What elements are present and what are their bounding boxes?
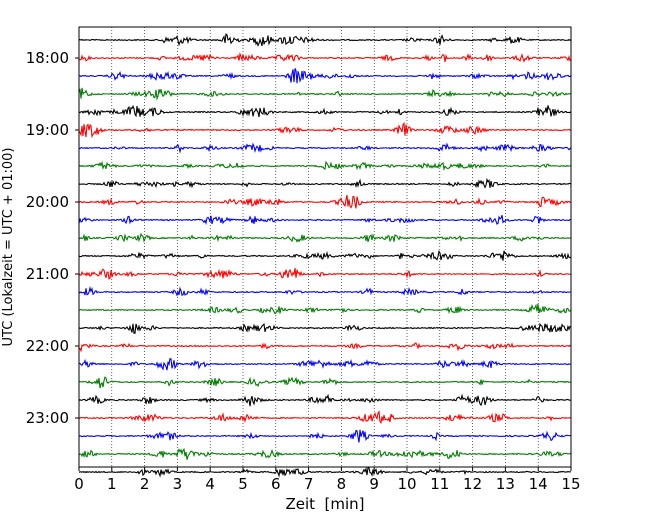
seismic-trace: [78, 160, 572, 172]
x-tick-label: 11: [430, 475, 449, 493]
seismic-trace: [78, 429, 572, 443]
y-tick-label: 21:00: [26, 265, 69, 283]
seismic-trace: [78, 285, 572, 297]
seismic-trace: [78, 68, 572, 84]
seismic-trace: [78, 215, 572, 226]
x-tick-label: 1: [107, 475, 117, 493]
x-tick-label: 12: [463, 475, 482, 493]
x-tick-label: 3: [173, 475, 183, 493]
x-tick-label: 10: [397, 475, 416, 493]
seismic-trace: [78, 267, 572, 280]
seismic-trace: [78, 447, 572, 460]
x-tick-label: 8: [337, 475, 347, 493]
seismic-trace: [78, 121, 572, 139]
x-axis-ticks: 0 1 2 3 4 5 6 7 8 9 10 11 12 13 14 15: [74, 467, 581, 493]
seismic-trace: [78, 342, 572, 353]
trace-group: [78, 33, 572, 478]
grid-lines: [111, 27, 539, 467]
y-tick-label: 22:00: [26, 337, 69, 355]
seismic-trace: [78, 33, 572, 47]
y-axis-label: UTC (Lokalzeit = UTC + 01:00): [1, 148, 16, 347]
y-tick-label: 19:00: [26, 121, 69, 139]
x-tick-label: 15: [561, 475, 580, 493]
x-tick-label: 6: [271, 475, 281, 493]
seismic-trace: [78, 303, 572, 315]
seismic-trace: [78, 104, 572, 118]
seismic-trace: [78, 87, 572, 101]
x-tick-label: 2: [140, 475, 150, 493]
seismic-trace: [78, 410, 572, 424]
seismic-trace: [78, 52, 572, 63]
x-tick-label: 5: [238, 475, 248, 493]
seismic-trace: [78, 177, 572, 189]
x-tick-label: 4: [205, 475, 215, 493]
seismic-trace: [78, 322, 572, 334]
x-axis-label: Zeit [min]: [285, 495, 364, 513]
seismic-trace: [78, 142, 572, 154]
x-tick-label: 0: [74, 475, 84, 493]
y-tick-label: 18:00: [26, 49, 69, 67]
x-tick-label: 14: [529, 475, 548, 493]
seismic-trace: [78, 393, 572, 407]
x-tick-label: 13: [496, 475, 515, 493]
y-axis-ticks: 18:00 19:00 20:00 21:00 22:00 23:00: [26, 49, 79, 427]
seismic-trace: [78, 249, 572, 261]
x-tick-label: 7: [304, 475, 314, 493]
seismic-trace: [78, 232, 572, 243]
plot-frame: [78, 26, 572, 468]
seismic-trace: [78, 358, 572, 371]
y-tick-label: 23:00: [26, 409, 69, 427]
seismic-trace: [78, 376, 572, 389]
y-tick-label: 20:00: [26, 193, 69, 211]
seismic-trace: [78, 466, 572, 478]
x-tick-label: 9: [369, 475, 379, 493]
seismic-trace: [78, 194, 572, 209]
